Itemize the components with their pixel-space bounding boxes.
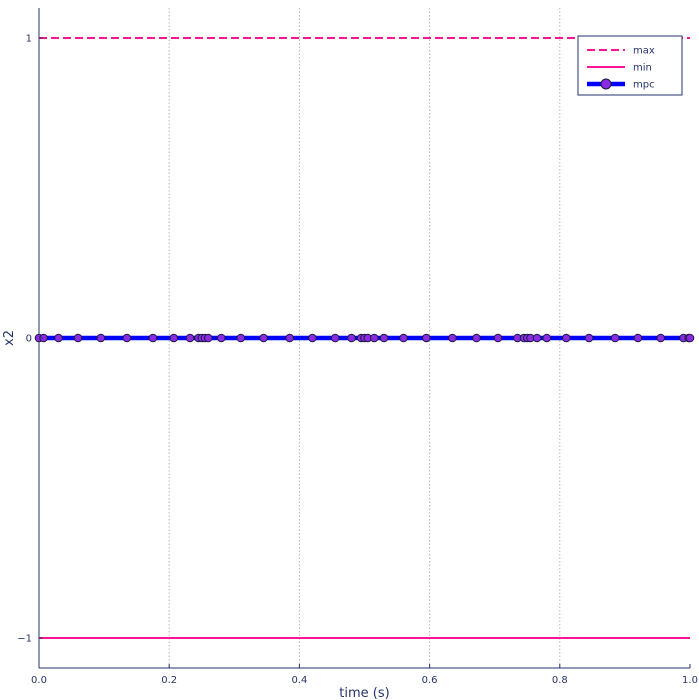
legend-label: mpc: [633, 80, 655, 91]
series-layer: [34, 37, 695, 639]
data-point-mpc: [148, 333, 158, 343]
data-point-mpc: [633, 333, 643, 343]
x-tick-label: 0.4: [291, 675, 307, 686]
data-point-mpc: [379, 333, 389, 343]
data-point-mpc: [610, 333, 620, 343]
data-point-mpc: [122, 333, 132, 343]
data-point-mpc: [369, 333, 379, 343]
legend-marker-mpc: [600, 78, 612, 90]
y-tick-label: 1: [26, 34, 32, 45]
legend-label: min: [633, 63, 652, 74]
x-tick-label: 0.6: [422, 675, 438, 686]
data-point-mpc: [259, 333, 268, 343]
data-point-mpc: [532, 333, 542, 343]
x-tick-label: 0.0: [31, 675, 47, 686]
data-point-mpc: [308, 333, 317, 343]
data-point-mpc: [685, 333, 695, 343]
data-point-mpc: [448, 333, 457, 343]
data-point-mpc: [422, 333, 431, 343]
data-point-mpc: [562, 333, 571, 343]
data-point-mpc: [472, 333, 481, 343]
y-axis-label: x2: [2, 330, 17, 346]
data-point-mpc: [216, 333, 226, 343]
data-point-mpc: [347, 333, 356, 343]
legend-label: max: [633, 46, 655, 57]
data-point-mpc: [656, 333, 666, 343]
data-point-mpc: [54, 333, 63, 343]
data-point-mpc: [185, 333, 195, 343]
data-point-mpc: [236, 333, 246, 343]
x-tick-label: 0.2: [161, 675, 177, 686]
ticks-layer: 0.0 0.2 0.4 0.6 0.8 1.0 −1 0 1: [17, 34, 698, 687]
data-point-mpc: [584, 333, 594, 343]
data-point-mpc: [169, 333, 179, 343]
y-tick-label: −1: [17, 634, 32, 645]
x-tick-label: 1.0: [682, 675, 698, 686]
data-point-mpc: [203, 333, 213, 343]
data-point-mpc: [330, 333, 340, 343]
data-point-mpc: [493, 333, 503, 343]
data-point-mpc: [96, 333, 106, 343]
y-tick-label: 0: [26, 334, 32, 345]
x-tick-label: 0.8: [552, 675, 568, 686]
data-point-mpc: [542, 333, 552, 343]
data-point-mpc: [285, 333, 294, 343]
x-axis-label: time (s): [339, 686, 389, 700]
legend: max min mpc: [577, 35, 683, 96]
data-point-mpc: [73, 333, 83, 343]
data-point-mpc: [399, 333, 408, 343]
